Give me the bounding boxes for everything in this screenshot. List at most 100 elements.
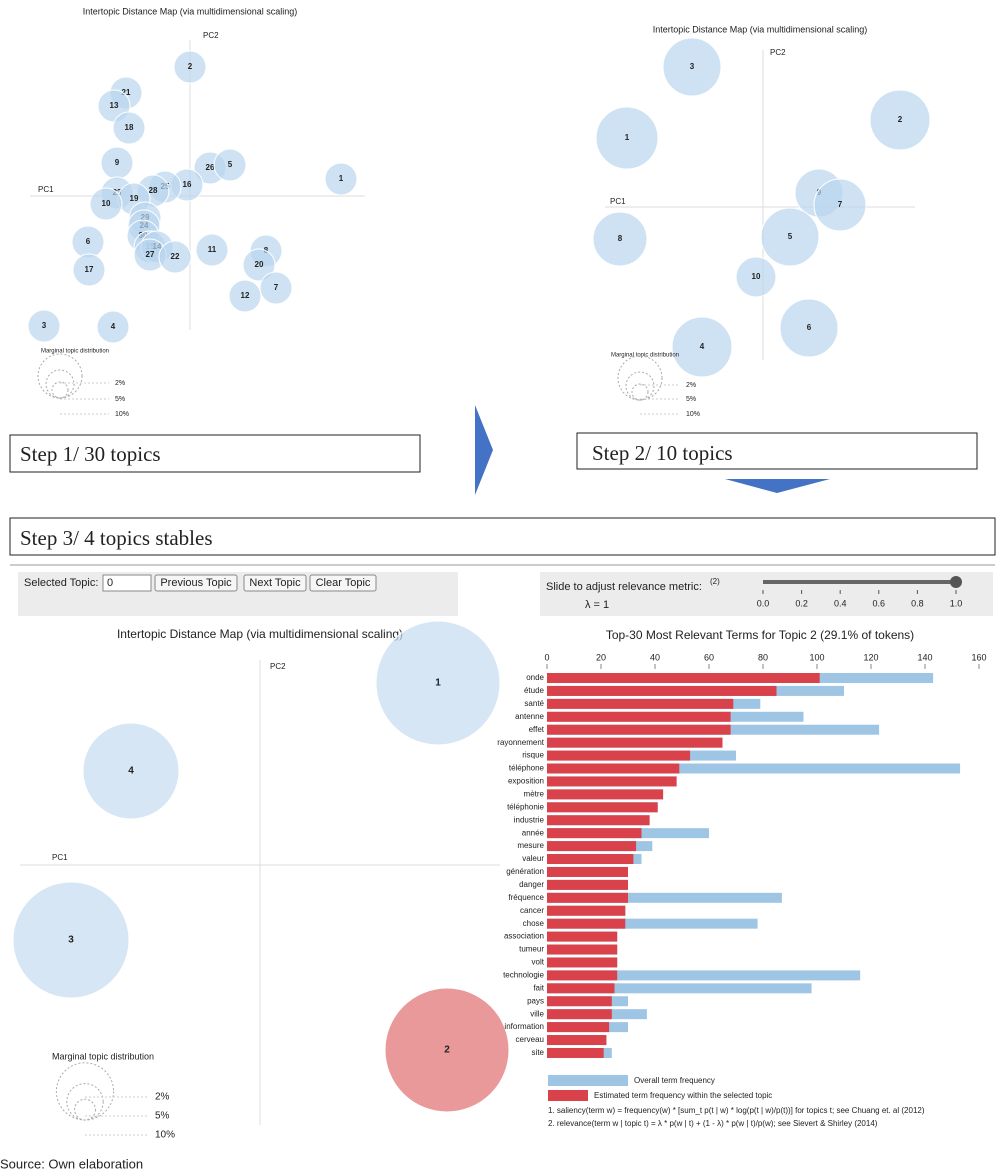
marginal-label: 5% — [115, 396, 125, 403]
topic-circle[interactable] — [96, 310, 130, 344]
bar — [547, 763, 680, 774]
topic-circle[interactable] — [112, 111, 146, 145]
marginal-label: 2% — [155, 1092, 170, 1103]
topic-label: 22 — [171, 252, 180, 261]
topic-label: 1 — [625, 133, 630, 142]
topic-label: 16 — [183, 180, 192, 189]
topic-circle[interactable] — [869, 89, 931, 151]
topic-circle[interactable] — [242, 248, 276, 282]
topic-circle[interactable] — [195, 233, 229, 267]
marginal-circle — [625, 371, 655, 401]
topic-circle[interactable] — [82, 722, 180, 820]
relevance-note: (2) — [710, 577, 720, 586]
x-tick-label: 20 — [596, 652, 606, 662]
topic-circle[interactable] — [592, 211, 648, 267]
topic-label: 3 — [68, 935, 74, 946]
topic-label: 12 — [241, 291, 250, 300]
slider-knob[interactable] — [950, 576, 962, 588]
bar — [547, 983, 615, 994]
topic-label: 1 — [339, 174, 344, 183]
topic-circle[interactable] — [735, 256, 777, 298]
button[interactable] — [309, 574, 377, 592]
bar — [547, 802, 658, 813]
term-label: risque — [522, 751, 544, 760]
button[interactable] — [243, 574, 307, 592]
marginal-label: 5% — [686, 396, 696, 403]
topic-circle[interactable] — [760, 207, 820, 267]
topic-circle[interactable] — [375, 620, 501, 746]
legend-swatch — [548, 1075, 628, 1086]
marginal-label: 10% — [155, 1130, 175, 1141]
topic-label: 21 — [122, 88, 131, 97]
term-label: mètre — [524, 789, 545, 798]
topic-label: 7 — [838, 200, 843, 209]
topic-circle[interactable] — [384, 987, 510, 1113]
marginal-circle — [45, 369, 75, 399]
marginal-title: Marginal topic distribution — [611, 353, 679, 359]
map-title: Intertopic Distance Map (via multidimens… — [83, 6, 298, 16]
topic-circle[interactable] — [259, 271, 293, 305]
topic-circle[interactable] — [779, 298, 839, 358]
button-label[interactable]: Clear Topic — [316, 577, 371, 589]
bar — [547, 970, 861, 981]
topic-label: 10 — [102, 199, 111, 208]
step-label: Step 2/ 10 topics — [592, 441, 733, 465]
topic-circle[interactable] — [27, 309, 61, 343]
topic-label: 17 — [85, 265, 94, 274]
marginal-label: 2% — [115, 380, 125, 387]
bar — [547, 892, 782, 903]
map-title: Intertopic Distance Map (via multidimens… — [653, 24, 868, 34]
relevance-label: Slide to adjust relevance metric: — [546, 581, 702, 593]
marginal-label: 2% — [686, 382, 696, 389]
slider-tick-label: 1.0 — [950, 598, 963, 608]
bar — [547, 1009, 612, 1020]
topic-circle[interactable] — [12, 881, 130, 999]
topic-circle[interactable] — [662, 37, 722, 97]
button-label[interactable]: Previous Topic — [160, 577, 232, 589]
topic-label: 9 — [115, 158, 120, 167]
bar — [547, 750, 691, 761]
bar — [547, 828, 642, 839]
bar — [547, 918, 626, 929]
bar — [547, 724, 731, 735]
button[interactable] — [154, 574, 238, 592]
term-label: tumeur — [519, 945, 544, 954]
topic-label: 3 — [42, 321, 47, 330]
slider-tick-label: 0.0 — [757, 598, 770, 608]
topic-circle[interactable] — [324, 162, 358, 196]
term-label: information — [504, 1022, 544, 1031]
topic-circle[interactable] — [228, 279, 262, 313]
bar — [547, 996, 612, 1007]
bar — [547, 815, 650, 826]
topic-circle[interactable] — [158, 240, 192, 274]
button-label[interactable]: Next Topic — [249, 577, 301, 589]
topic-label: 19 — [130, 194, 139, 203]
topic-label: 26 — [206, 163, 215, 172]
term-label: onde — [526, 673, 544, 682]
term-label: santé — [524, 699, 544, 708]
bar — [547, 711, 731, 722]
topic-circle[interactable] — [671, 316, 733, 378]
topic-circle[interactable] — [813, 178, 867, 232]
topic-input-value[interactable]: 0 — [107, 577, 113, 589]
topic-input[interactable] — [102, 574, 152, 592]
topic-circle[interactable] — [89, 187, 123, 221]
topic-circle[interactable] — [173, 50, 207, 84]
step-box — [576, 432, 978, 470]
step-label: Step 3/ 4 topics stables — [20, 526, 213, 550]
topic-label: 11 — [208, 245, 217, 254]
topic-circle[interactable] — [213, 148, 247, 182]
topic-label: 4 — [700, 342, 705, 351]
bar — [547, 854, 634, 865]
bar — [547, 983, 812, 994]
bar — [547, 789, 664, 800]
topic-circle[interactable] — [595, 106, 659, 170]
topic-circle[interactable] — [72, 253, 106, 287]
lambda-label: λ = 1 — [585, 599, 609, 611]
footnote: 2. relevance(term w | topic t) = λ * p(w… — [548, 1119, 878, 1128]
topic-label: 7 — [274, 283, 279, 292]
pc1-label: PC1 — [38, 185, 54, 194]
bar — [547, 1035, 607, 1046]
step-label: Step 1/ 30 topics — [20, 442, 161, 466]
x-tick-label: 80 — [758, 652, 768, 662]
